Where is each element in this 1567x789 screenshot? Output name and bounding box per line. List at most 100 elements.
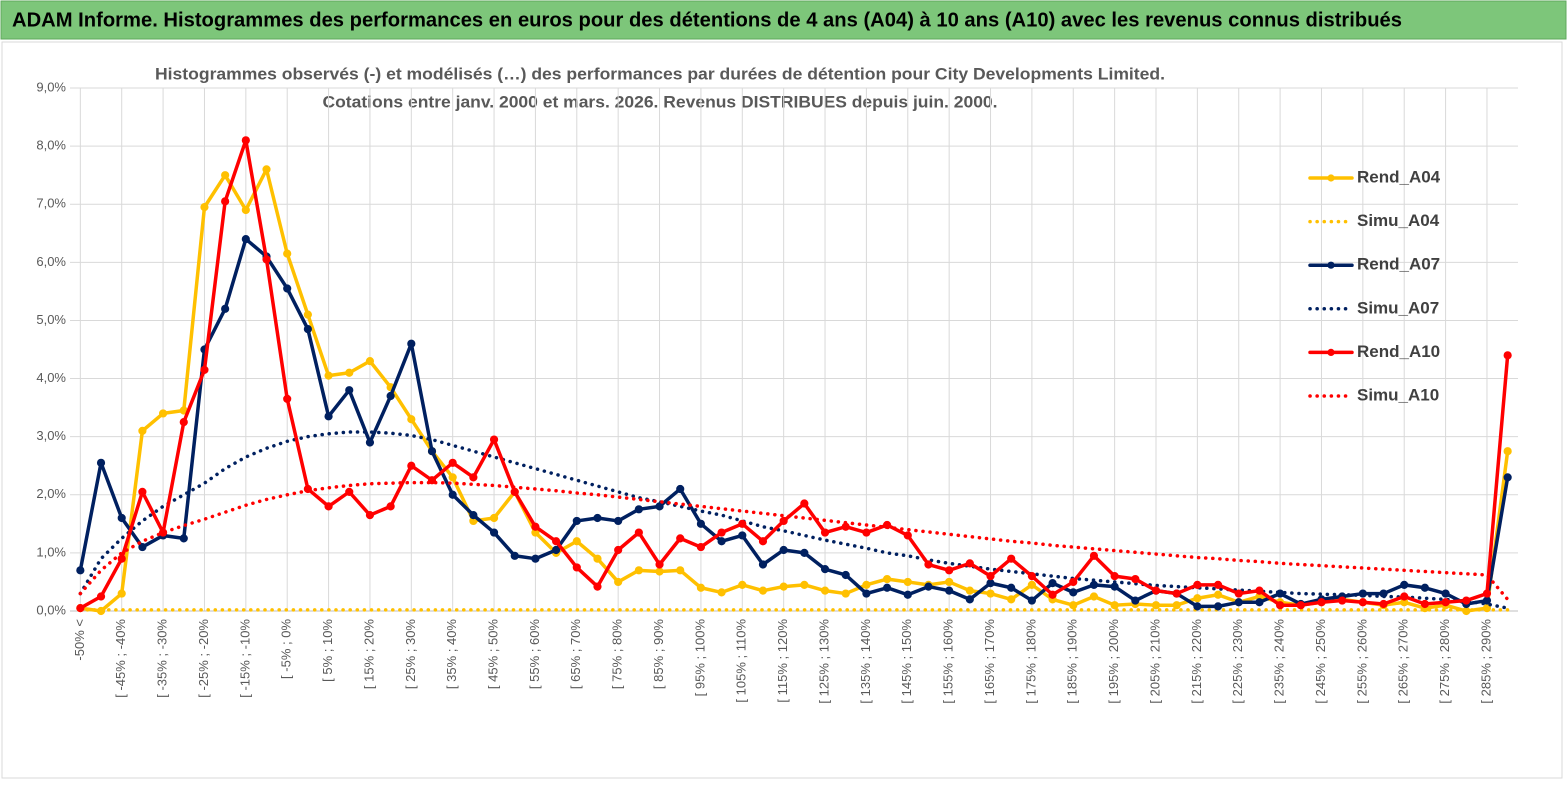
legend-marker [1327,261,1335,269]
legend-label: Simu_A04 [1357,211,1440,230]
series-marker [779,516,788,526]
series-marker [903,577,912,587]
series-marker [386,391,395,401]
series-marker [738,531,747,540]
x-tick-label: [ 285% ; 290% [1478,619,1493,704]
series-marker [1379,599,1388,609]
series-marker [1069,577,1078,587]
series-marker [593,554,602,563]
x-tick-label: [ 35% ; 40% [444,619,459,690]
series-marker [696,519,706,528]
series-marker [117,554,126,563]
series-marker [1151,601,1161,610]
series-marker [158,409,168,418]
series-marker [1482,589,1492,598]
series-marker [738,580,747,589]
series-marker [427,447,437,456]
series-marker [965,586,974,595]
y-tick-label: 2,0% [36,486,66,501]
series-marker [1255,586,1264,595]
series-marker [96,592,106,601]
legend-label: Rend_A04 [1357,167,1441,186]
series-marker [96,458,106,467]
series-marker [903,590,912,599]
series-marker [696,583,706,592]
series-marker [696,542,706,552]
series-marker [407,339,416,348]
series-marker [634,566,643,575]
series-marker [241,205,250,215]
series-marker [283,284,292,293]
series-marker [324,502,333,511]
x-tick-label: [ 265% ; 270% [1396,619,1411,704]
series-marker [758,537,768,546]
y-tick-label: 4,0% [36,370,66,385]
x-tick-label: [ -15% ; -10% [237,619,252,698]
series-marker [138,542,147,552]
header-title: ADAM Informe. Histogrammes des performan… [12,9,1402,31]
x-tick-label: [ -35% ; -30% [155,619,170,698]
series-marker [614,516,623,526]
x-tick-label: [ 45% ; 50% [485,619,500,690]
series-marker [1503,473,1512,482]
x-tick-label: [ 25% ; 30% [403,619,418,690]
series-marker [800,499,809,508]
series-marker [365,511,375,520]
y-tick-label: 0,0% [36,602,66,617]
series-marker [1400,592,1409,601]
series-marker [717,588,726,597]
series-marker [1503,447,1512,456]
series-marker [572,563,581,572]
series-marker [676,484,685,494]
series-marker [1048,579,1057,588]
x-tick-label: [ 135% ; 140% [858,619,873,704]
series-marker [862,589,871,598]
series-marker [820,528,830,537]
series-marker [200,365,209,374]
series-marker [1213,590,1223,599]
series-marker [1193,594,1202,603]
series-marker [489,435,499,444]
series-marker [1110,572,1119,581]
series-marker [262,255,271,264]
series-marker [614,545,623,555]
series-marker [1213,580,1223,589]
series-marker [1172,589,1181,598]
series-marker [1213,602,1223,611]
legend-label: Simu_A10 [1357,385,1439,404]
x-tick-label: [ 275% ; 280% [1437,619,1452,704]
series-marker [1296,601,1305,610]
series-marker [717,537,726,546]
series-marker [448,473,457,482]
series-marker [469,511,478,520]
x-tick-label: [ 215% ; 220% [1189,619,1204,704]
series-marker [1172,601,1181,610]
series-marker [407,415,416,424]
series-marker [655,502,664,511]
series-marker [841,570,850,580]
series-marker [469,473,478,482]
series-marker [386,502,395,511]
series-marker [1027,572,1036,581]
series-line [78,480,1510,602]
series-marker [1089,592,1099,601]
x-tick-label: [ 95% ; 100% [692,619,707,697]
series-marker [552,537,561,546]
x-tick-label: [ 165% ; 170% [982,619,997,704]
x-tick-label: [ 205% ; 210% [1147,619,1162,704]
series-marker [572,516,581,526]
series-marker [945,566,954,575]
series-marker [1338,596,1347,605]
series-marker [593,582,602,591]
x-tick-label: [ 225% ; 230% [1230,619,1245,704]
series-marker [924,582,933,591]
series-marker [241,136,250,145]
series-marker [1276,601,1285,610]
series-marker [117,513,126,523]
series-marker [324,371,333,380]
series-marker [510,487,519,496]
series-marker [1400,580,1409,589]
series-marker [1234,589,1243,598]
x-tick-label: [ 155% ; 160% [941,619,956,704]
x-tick-label: [ 105% ; 110% [734,619,749,703]
